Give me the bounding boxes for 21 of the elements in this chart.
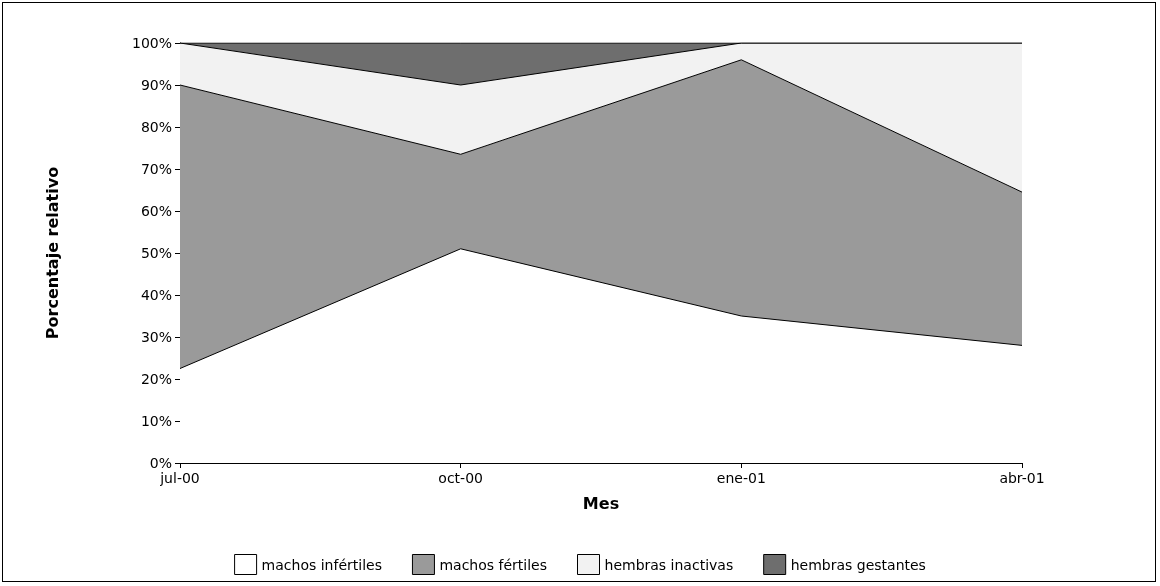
y-tick-label: 80% — [140, 119, 172, 135]
y-tick-label: 40% — [140, 287, 172, 303]
y-axis-title: Porcentaje relativo — [42, 166, 62, 340]
y-tick-label: 10% — [140, 413, 172, 429]
x-tick-label: oct-00 — [438, 470, 483, 486]
x-tick-label: jul-00 — [159, 470, 200, 486]
y-tick-label: 50% — [140, 245, 172, 261]
x-tick-label: ene-01 — [716, 470, 766, 486]
legend-label: hembras gestantes — [790, 556, 926, 573]
x-axis-title: Mes — [582, 493, 620, 513]
y-tick-label: 0% — [149, 455, 172, 471]
y-tick-label: 60% — [140, 203, 172, 219]
legend-label: hembras inactivas — [604, 556, 734, 573]
x-tick-label: abr-01 — [999, 470, 1045, 486]
legend-label: machos fértiles — [439, 556, 548, 573]
legend-label: machos infértiles — [261, 556, 382, 573]
y-tick-label: 100% — [131, 35, 172, 51]
y-tick-label: 30% — [140, 329, 172, 345]
y-tick-label: 70% — [140, 161, 172, 177]
y-tick-label: 20% — [140, 371, 172, 387]
y-tick-label: 90% — [140, 77, 172, 93]
